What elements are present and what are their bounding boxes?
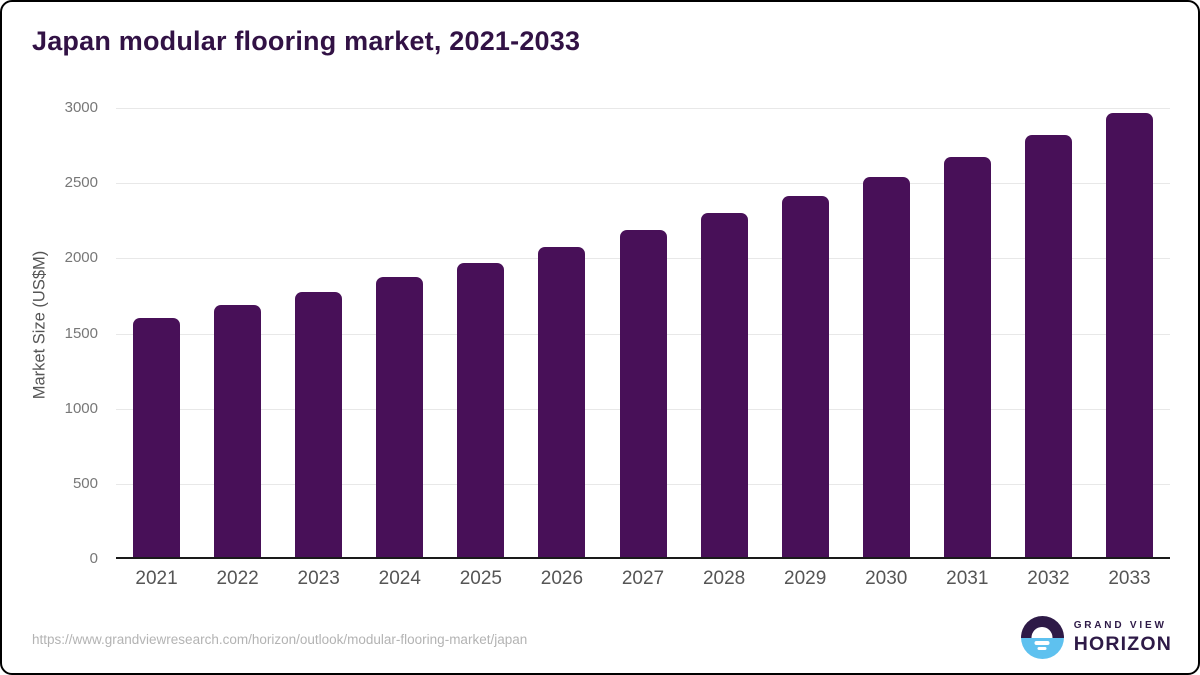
y-tick-label-1500: 1500 (64, 324, 98, 342)
grand-view-horizon-logo-icon (1020, 616, 1064, 659)
bar-slot-2028 (684, 108, 765, 557)
bar-2023 (295, 292, 343, 557)
brand-name-top: GRAND VIEW (1073, 619, 1167, 631)
brand-logo-text: GRAND VIEW HORIZON (1074, 620, 1172, 656)
bar-slot-2030 (846, 108, 927, 557)
logo-wave-line (1034, 641, 1050, 645)
x-tick-label-2028: 2028 (702, 568, 746, 589)
bar-slot-2027 (602, 108, 683, 557)
bar-2021 (133, 318, 181, 557)
bar-slot-2031 (927, 108, 1008, 557)
bar-2027 (619, 229, 667, 557)
bar-2030 (862, 176, 910, 557)
gridline-2500 (116, 183, 1170, 185)
x-tick-label-2023: 2023 (297, 568, 340, 589)
bar-2026 (538, 247, 586, 557)
x-tick-label-2029: 2029 (784, 568, 827, 589)
x-tick-label-2022: 2022 (216, 568, 259, 589)
y-tick-label-2000: 2000 (64, 249, 98, 267)
bar-2025 (457, 262, 505, 557)
chart-title: Japan modular flooring market, 2021-2033 (32, 26, 581, 56)
bar-2029 (781, 196, 829, 557)
brand-logo: GRAND VIEW HORIZON (1020, 616, 1172, 659)
x-tick-label-2026: 2026 (540, 568, 584, 589)
y-tick-label-2500: 2500 (64, 174, 98, 192)
bar-slot-2026 (521, 108, 602, 557)
y-tick-label-1000: 1000 (64, 399, 98, 417)
source-url: https://www.grandviewresearch.com/horizo… (32, 632, 528, 647)
bar-slot-2024 (359, 108, 440, 557)
bar-2028 (700, 212, 748, 557)
logo-wave-line (1037, 647, 1047, 650)
x-tick-label-2033: 2033 (1108, 568, 1151, 589)
logo-arch-shape (1031, 626, 1053, 638)
bar-2032 (1024, 134, 1072, 557)
bar-slot-2022 (197, 108, 278, 557)
bar-slot-2029 (765, 108, 846, 557)
gridline-3000 (116, 108, 1170, 109)
y-tick-label-0: 0 (89, 550, 98, 567)
y-tick-label-500: 500 (72, 474, 98, 492)
x-axis-labels: 2021 2022 2023 2024 2025 2026 2027 2028 2029 2030… (116, 568, 1170, 590)
x-tick-label-2021: 2021 (135, 568, 178, 589)
brand-name-bottom: HORIZON (1073, 632, 1172, 655)
bars-container (116, 108, 1170, 557)
bar-2024 (376, 277, 424, 557)
x-tick-label-2030: 2030 (865, 568, 908, 589)
x-tick-label-2031: 2031 (946, 568, 989, 589)
plot-area: 0 500 1000 1500 2000 2500 3000 (65, 99, 1170, 567)
bar-slot-2023 (278, 108, 359, 557)
bar-2031 (943, 156, 991, 557)
bar-2033 (1105, 112, 1153, 557)
x-tick-label-2024: 2024 (378, 568, 421, 589)
bar-slot-2032 (1008, 108, 1089, 557)
y-tick-label-3000: 3000 (64, 99, 98, 116)
bar-slot-2021 (116, 108, 197, 557)
bar-slot-2025 (440, 108, 521, 557)
bar-2022 (214, 304, 262, 557)
bar-slot-2033 (1089, 108, 1170, 557)
x-tick-label-2025: 2025 (459, 568, 502, 589)
x-tick-label-2032: 2032 (1027, 568, 1070, 589)
x-tick-label-2027: 2027 (621, 568, 665, 589)
